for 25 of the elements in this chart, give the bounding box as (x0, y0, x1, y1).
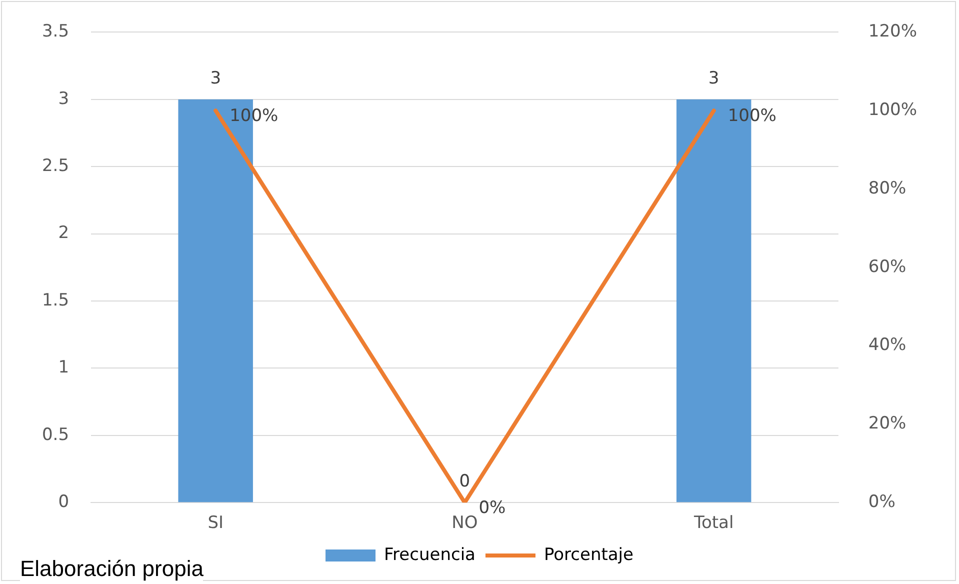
x-tick-label: SI (208, 513, 224, 534)
y2-tick-label: 20% (868, 414, 906, 434)
x-tick-label: NO (452, 513, 478, 534)
y-tick-label: 1.5 (42, 290, 70, 310)
data-label: 0% (478, 498, 506, 518)
data-label: 3 (210, 68, 222, 88)
y2-tick-label: 120% (868, 22, 918, 42)
y2-tick-label: 100% (868, 100, 918, 120)
y-tick-label: 3.5 (42, 22, 70, 42)
y-tick-label: 3 (58, 88, 70, 109)
data-label: 3 (708, 68, 720, 88)
y2-tick-label: 60% (868, 256, 906, 277)
legend-label: Porcentaje (544, 544, 634, 565)
legend-label: Frecuencia (384, 544, 476, 565)
data-label: 0 (459, 472, 470, 492)
y-tick-label: 1 (58, 358, 70, 378)
y-tick-label: 0 (58, 492, 70, 512)
y2-tick-label: 80% (868, 178, 906, 198)
text: Elaboración propia (20, 556, 204, 582)
y-tick-label: 2.5 (42, 156, 70, 176)
y-tick-label: 2 (58, 223, 70, 244)
y-tick-label: 0.5 (42, 424, 70, 445)
y2-tick-label: 40% (868, 335, 906, 356)
y2-tick-label: 0% (868, 492, 896, 512)
x-tick-label: Total (692, 513, 734, 534)
